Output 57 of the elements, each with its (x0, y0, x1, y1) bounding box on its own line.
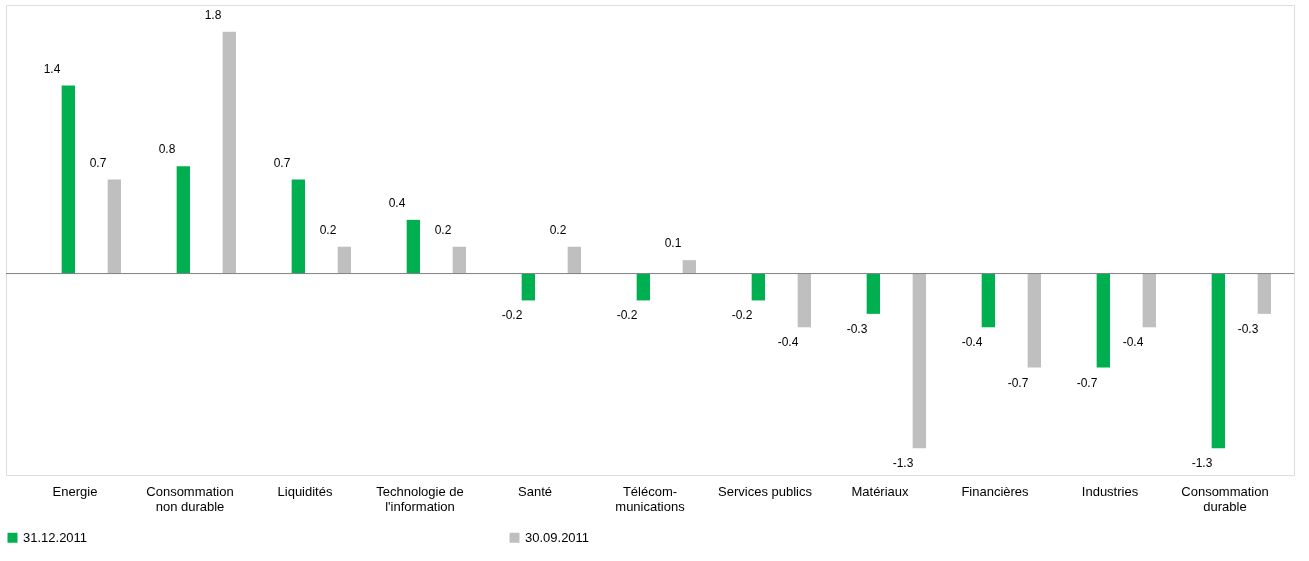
data-label: 0.2 (319, 222, 337, 237)
bar (61, 85, 75, 274)
data-label: -0.4 (1122, 335, 1144, 350)
bar (1142, 273, 1156, 328)
data-label: -0.4 (777, 335, 799, 350)
data-label: 0.4 (388, 195, 406, 210)
legend-label: 30.09.2011 (525, 529, 590, 545)
data-label: -1.3 (892, 456, 914, 471)
x-tick-label: Consommation non durable (146, 483, 234, 514)
data-label: 0.7 (89, 155, 107, 170)
bar (222, 31, 236, 274)
data-label: -0.2 (731, 308, 753, 323)
data-label: 0.7 (273, 155, 291, 170)
bar (291, 179, 305, 274)
data-label: 1.4 (43, 61, 61, 76)
bar (1096, 273, 1110, 368)
x-tick-label: Industries (1081, 483, 1139, 499)
bar (567, 246, 581, 274)
x-tick-label: Services publics (718, 483, 813, 499)
data-label: -0.7 (1007, 375, 1029, 390)
data-label: -0.4 (961, 335, 983, 350)
bar (176, 166, 190, 274)
data-label: -0.7 (1076, 375, 1098, 390)
data-label: 0.1 (664, 236, 682, 251)
x-tick-label: Financières (961, 483, 1030, 499)
x-tick-label: Santé (518, 483, 552, 499)
bar (1027, 273, 1041, 368)
x-tick-label: Technologie de l'information (376, 483, 464, 514)
bar (981, 273, 995, 328)
bar (1257, 273, 1271, 314)
data-label: 0.2 (549, 222, 567, 237)
bar (912, 273, 926, 449)
bar (636, 273, 650, 301)
bar (682, 260, 696, 274)
x-tick-label: Energie (52, 483, 98, 499)
data-label: -0.2 (616, 308, 638, 323)
bar (337, 246, 351, 274)
bar (866, 273, 880, 314)
data-label: -0.3 (1237, 321, 1259, 336)
data-label: -0.2 (501, 308, 523, 323)
data-label: -1.3 (1191, 456, 1213, 471)
legend-label: 31.12.2011 (23, 529, 88, 545)
data-label: 1.8 (204, 7, 222, 22)
bar (452, 246, 466, 274)
x-tick-label: Matériaux (851, 483, 910, 499)
bar (521, 273, 535, 301)
data-label: -0.3 (846, 321, 868, 336)
bar (107, 179, 121, 274)
x-tick-label: Liquidités (277, 483, 333, 499)
data-label: 0.2 (434, 222, 452, 237)
data-label: 0.8 (158, 142, 176, 157)
bar (797, 273, 811, 328)
bar (406, 219, 420, 274)
x-tick-label: Consommation durable (1181, 483, 1269, 514)
bar (1211, 273, 1225, 449)
bar (751, 273, 765, 301)
x-tick-label: Télécom- munications (615, 483, 686, 514)
